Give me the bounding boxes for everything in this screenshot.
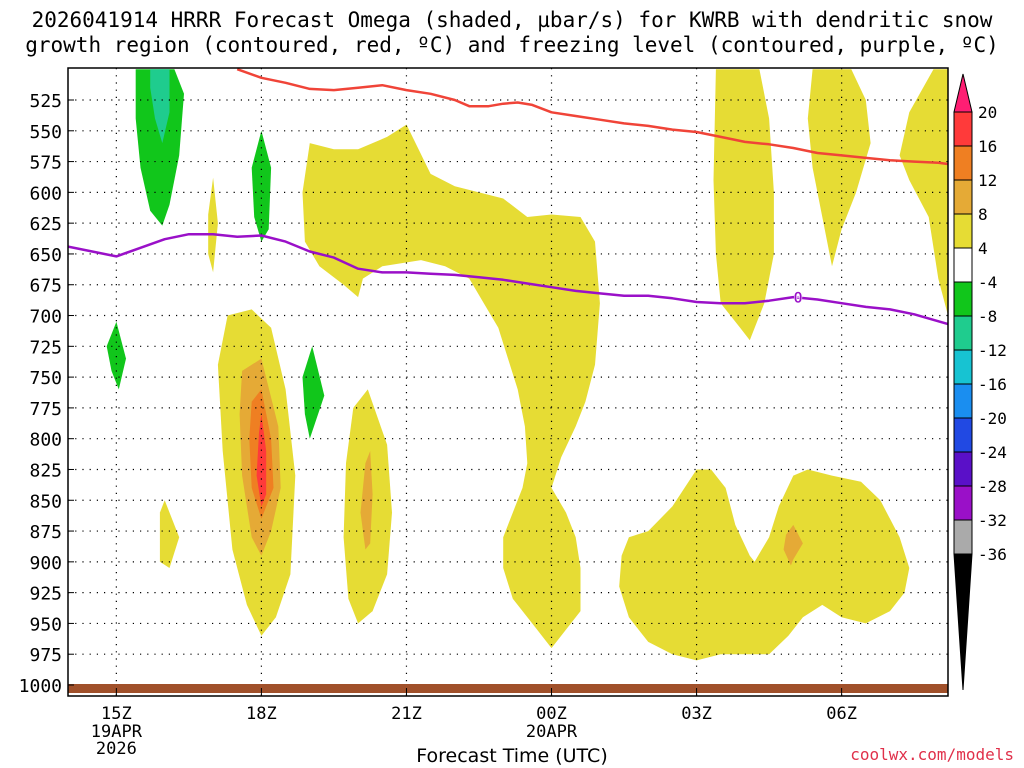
x-tick-sublabel-2026: 2026 [96,739,137,759]
y-tick-label-750: 750 [29,368,62,389]
colorbar-top-arrow [953,73,973,113]
colorbar-swatch-9 [953,383,973,419]
colorbar-label--8: -8 [978,307,997,326]
y-tick-label-525: 525 [29,91,62,112]
omega-region-8-10 [783,524,803,566]
omega-shaded-regions [106,69,948,661]
omega-region-4-12 [807,69,871,267]
colorbar-label--4: -4 [978,273,997,292]
y-tick-label-875: 875 [29,522,62,543]
contour-line-0 [236,68,948,166]
chart-title-line-2: growth region (contoured, red, ºC) and f… [25,33,999,57]
colorbar-swatch-8 [953,349,973,385]
colorbar-swatch-5 [953,247,973,283]
y-axis-ticks: 525 550 575 600 625 650 675 700 725 750 775 800 825 8… [19,91,74,697]
colorbar-swatch-13 [953,519,973,555]
contour-line-1 [68,232,948,326]
colorbar-label-8: 8 [978,205,988,224]
y-tick-label-550: 550 [29,122,62,143]
omega-region--4-17 [106,321,126,390]
y-tick-label-675: 675 [29,276,62,297]
omega-region-4-13 [899,69,948,316]
y-tick-label-600: 600 [29,183,62,204]
x-axis-title: Forecast Time (UTC) [416,745,608,767]
colorbar-label-20: 20 [978,103,997,122]
y-tick-label-1000: 1000 [19,676,62,697]
omega-region-8-5 [360,451,373,550]
y-tick-label-625: 625 [29,214,62,235]
omega-region-4-11 [713,69,774,341]
y-tick-label-725: 725 [29,337,62,358]
colorbar-swatch-7 [953,315,973,351]
contour-lines: 0 [68,68,948,326]
colorbar-label--12: -12 [978,341,1007,360]
plot-frame [67,67,949,697]
y-tick-label-825: 825 [29,460,62,481]
y-tick-label-975: 975 [29,645,62,666]
x-tick-label-18Z: 18Z [246,704,277,724]
colorbar-label-16: 16 [978,137,997,156]
ground-surface-bar [68,684,948,693]
y-tick-label-700: 700 [29,307,62,328]
colorbar-swatch-4 [953,213,973,249]
omega-region-4-7 [208,177,218,273]
colorbar-label--32: -32 [978,511,1007,530]
freezing-level-label: 0 [793,288,803,307]
omega-region--4-16 [251,130,272,242]
x-tick-sublabel-20APR: 20APR [526,722,578,742]
omega-region-4-8 [302,124,600,649]
colorbar-swatch-2 [953,145,973,181]
colorbar-label--16: -16 [978,375,1007,394]
omega-region-4-9 [619,469,910,661]
y-tick-label-575: 575 [29,153,62,174]
omega-region-4-6 [159,500,180,568]
x-tick-label-21Z: 21Z [391,704,422,724]
colorbar-label-4: 4 [978,239,988,258]
y-tick-label-800: 800 [29,430,62,451]
x-tick-label-06Z: 06Z [826,704,857,724]
x-tick-label-03Z: 03Z [681,704,712,724]
colorbar-label--28: -28 [978,477,1007,496]
colorbar-label--20: -20 [978,409,1007,428]
x-tick-label-15Z: 15Z [101,704,132,724]
y-tick-label-775: 775 [29,399,62,420]
chart-title-line-1: 2026041914 HRRR Forecast Omega (shaded, … [31,8,993,32]
y-tick-label-950: 950 [29,614,62,635]
chart-title: 2026041914 HRRR Forecast Omega (shaded, … [0,8,1024,58]
x-tick-label-00Z: 00Z [536,704,567,724]
colorbar-swatch-3 [953,179,973,215]
colorbar-label--24: -24 [978,443,1007,462]
site-credit: coolwx.com/models [850,745,1014,764]
y-tick-label-650: 650 [29,245,62,266]
colorbar-swatch-12 [953,485,973,521]
omega-region--4-14 [135,69,184,226]
colorbar-label--36: -36 [978,545,1007,564]
omega-region--4-18 [302,346,325,439]
colorbar-label-12: 12 [978,171,997,190]
dotted-grid [68,68,948,696]
colorbar-swatch-1 [953,111,973,147]
omega-region-16-3 [256,414,267,507]
x-tick-sublabel-19APR: 19APR [91,722,143,742]
y-tick-label-900: 900 [29,553,62,574]
y-tick-label-925: 925 [29,584,62,605]
y-tick-label-850: 850 [29,491,62,512]
omega-region--8-15 [150,69,170,144]
colorbar-swatch-10 [953,417,973,453]
colorbar-swatch-11 [953,451,973,487]
colorbar: 20 16 12 8 4 -4 -8 -12 -16 -20 -24 -28 -32 -36 [953,73,1007,691]
colorbar-swatch-6 [953,281,973,317]
colorbar-bottom-arrow [953,553,973,691]
